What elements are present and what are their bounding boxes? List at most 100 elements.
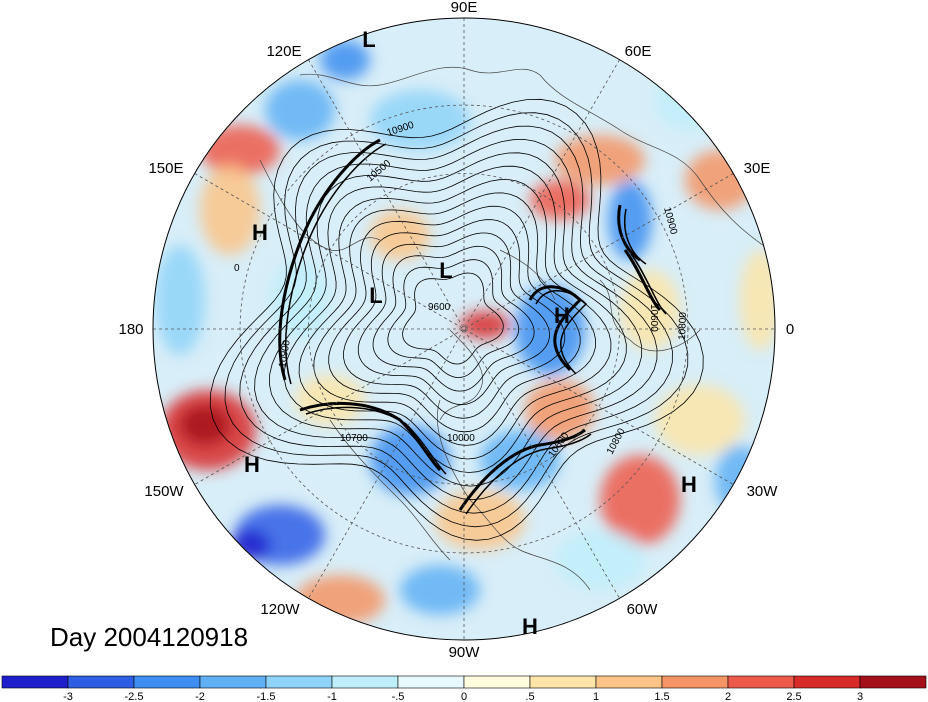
height-contour <box>402 272 504 365</box>
high-marker: H <box>522 614 538 639</box>
anomaly-patch <box>600 455 680 545</box>
height-contour <box>343 219 566 419</box>
colorbar-tick-label: 1 <box>593 691 599 702</box>
anomaly-patch <box>525 380 595 440</box>
lon-label-120e: 120E <box>266 43 301 60</box>
low-marker: L <box>439 258 452 283</box>
colorbar-tick-label: 1.5 <box>654 691 669 702</box>
colorbar-tick-label: 2.5 <box>786 691 801 702</box>
coastline <box>439 329 483 421</box>
colorbar-swatch <box>529 675 597 689</box>
coastline <box>436 399 591 591</box>
colorbar-tick-label: -1.5 <box>257 691 276 702</box>
coastline <box>599 279 701 352</box>
colorbar-swatch <box>595 675 663 689</box>
lon-label-90e: 90E <box>451 0 478 16</box>
anomaly-patch <box>200 125 280 175</box>
lon-label-30w: 30W <box>747 483 779 500</box>
anomaly-patch <box>530 180 590 220</box>
colorbar-swatch <box>859 675 927 689</box>
contour-label: 10000 <box>447 433 475 444</box>
height-contour <box>387 259 520 379</box>
height-contour <box>313 192 597 446</box>
jet-contour <box>465 433 592 515</box>
colorbar-tick-label: .5 <box>525 691 534 702</box>
contour-label: 0 <box>234 263 240 274</box>
meridian-line <box>308 59 620 599</box>
height-contour <box>372 245 535 392</box>
low-marker: L <box>369 283 382 308</box>
latitude-circle <box>308 173 620 485</box>
colorbar-tick-label: 2 <box>725 691 731 702</box>
lon-label-120w: 120W <box>260 601 300 618</box>
colorbar-tick-label: -.5 <box>392 691 405 702</box>
contour-label: 10900 <box>277 339 293 369</box>
colorbar-swatch <box>331 675 399 689</box>
meridian-line <box>194 173 734 485</box>
height-contour <box>357 232 550 406</box>
anomaly-patch <box>265 80 335 140</box>
anomaly-patch <box>295 375 365 425</box>
graticule <box>153 18 775 640</box>
colorbar-swatch <box>793 675 861 689</box>
anomaly-patch <box>295 575 385 625</box>
anomaly-patch <box>655 385 745 455</box>
anomaly-patch <box>230 530 270 560</box>
high-marker: H <box>244 452 260 477</box>
anomaly-patch <box>555 135 645 185</box>
jet-contour <box>624 208 647 265</box>
high-marker: H <box>681 472 697 497</box>
colorbar-tick-label: -2.5 <box>125 691 144 702</box>
height-contour <box>328 205 581 433</box>
colorbar-swatch <box>661 675 729 689</box>
anomaly-patch <box>460 311 510 339</box>
colorbar-tick-label: -3 <box>63 691 73 702</box>
lon-label-30e: 30E <box>744 160 771 177</box>
jet-contour <box>528 285 583 372</box>
jet-contour <box>630 253 667 315</box>
contour-label: 10700 <box>340 433 368 444</box>
jet-contour <box>305 406 447 475</box>
coastline <box>539 74 771 251</box>
map-disk <box>153 18 775 640</box>
coastline <box>329 419 451 561</box>
colorbar-swatch <box>265 675 333 689</box>
anomaly-patch <box>370 90 470 150</box>
colorbar-swatch <box>463 675 531 689</box>
height-contour <box>224 112 689 528</box>
coastline <box>299 66 541 87</box>
high-marker: H <box>252 220 268 245</box>
meridian-line <box>308 59 620 599</box>
figure-title: Day 2004120918 <box>50 622 248 652</box>
jet-contour <box>458 428 586 511</box>
coastline <box>259 159 381 251</box>
pressure-system-markers: L L L H H H H H <box>244 27 697 639</box>
low-marker: L <box>362 27 375 52</box>
anomaly-field <box>155 40 775 625</box>
anomaly-patch <box>370 425 450 495</box>
contour-label: 10800 <box>677 311 689 340</box>
colorbar-tick-label: -2 <box>195 691 205 702</box>
lon-label-60w: 60W <box>627 601 659 618</box>
lon-label-150w: 150W <box>144 483 184 500</box>
anomaly-patch <box>155 245 205 355</box>
anomaly-patch <box>555 530 645 590</box>
longitude-labels: 90E 60E 30E 0 30W 60W 90W 120W 150W 180 … <box>118 0 794 661</box>
lon-label-150e: 150E <box>148 160 183 177</box>
lon-label-180: 180 <box>118 321 143 338</box>
anomaly-patch <box>180 405 230 445</box>
height-contour <box>283 165 627 473</box>
anomaly-patch <box>655 70 725 130</box>
meridian-line <box>194 173 734 485</box>
lon-label-60e: 60E <box>625 43 652 60</box>
height-contour <box>298 179 612 460</box>
anomaly-patch <box>320 40 370 80</box>
colorbar-swatch <box>67 675 135 689</box>
anomaly-patch <box>200 165 260 255</box>
anomaly-patch <box>400 565 480 615</box>
anomaly-patch <box>608 180 652 260</box>
colorbar-swatch <box>199 675 267 689</box>
jet-contour <box>278 138 381 381</box>
colorbar-swatch <box>1 675 69 689</box>
